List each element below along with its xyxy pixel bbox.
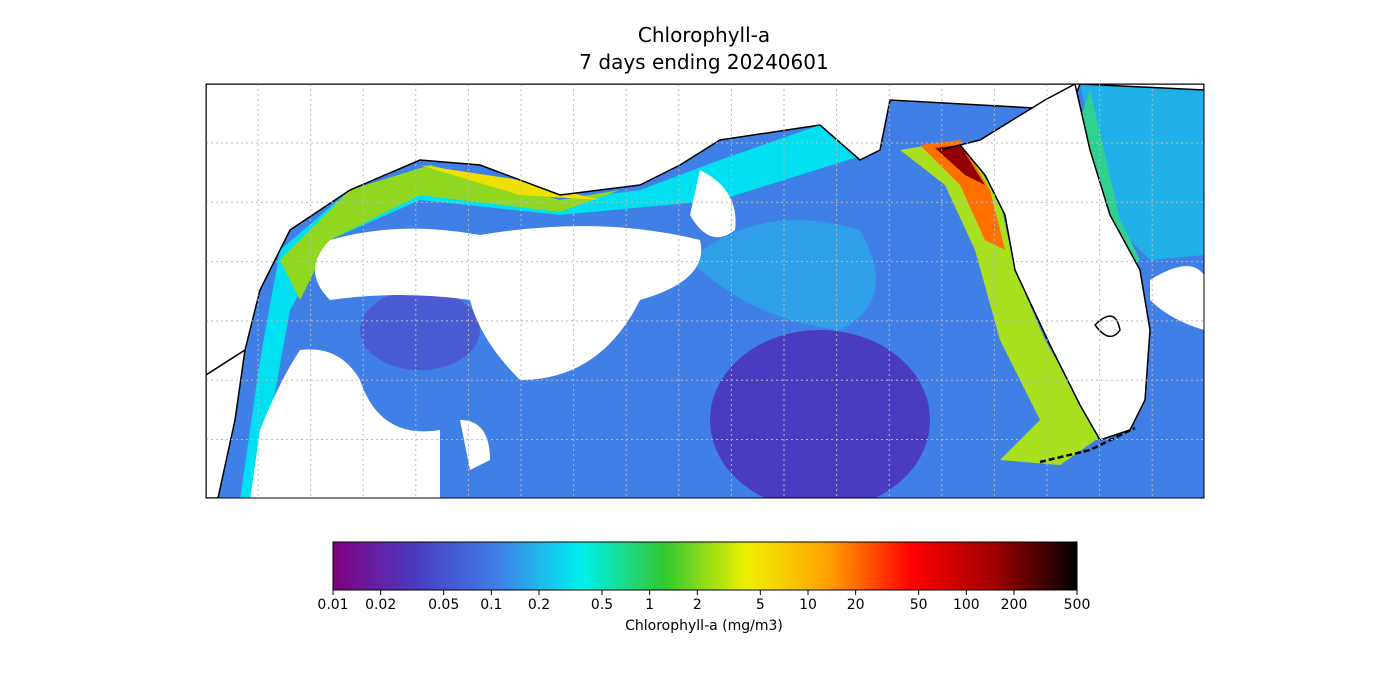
tick-label: 0.2 [528,597,550,613]
map-frame [205,83,1205,499]
tick-label: 100 [953,597,980,613]
low-chl-region [360,290,480,370]
tick-label: 0.1 [480,597,502,613]
nearshore-region [240,125,880,498]
map-grid [206,84,1204,498]
colorbar [332,541,1078,591]
lake [1094,315,1121,338]
mid-chl-region [690,220,876,330]
nearshore-region [900,140,1110,465]
tick-label: 2 [693,597,702,613]
tick-label: 0.02 [365,597,396,613]
tick-label: 50 [910,597,928,613]
map [206,84,1204,498]
subtitle: 7 days ending 20240601 [579,50,828,74]
tick-label: 200 [1001,597,1028,613]
nearshore-region [1080,90,1140,270]
low-chl-region [710,330,930,498]
tick-label: 1 [645,597,654,613]
title: Chlorophyll-a [638,23,770,47]
tick-label: 500 [1064,597,1091,613]
tick-label: 5 [756,597,765,613]
nearshore-region [920,140,1005,250]
florida [939,84,1151,441]
tick-label: 0.05 [428,597,459,613]
tick-label: 0.5 [591,597,613,613]
nearshore-region [280,165,620,300]
nearshore-region [935,145,985,185]
keys [1039,426,1136,464]
tick-label: 20 [847,597,865,613]
tick-label: 0.01 [317,597,348,613]
colorbar-ticks: 0.01 0.02 0.05 0.1 0.2 0.5 1 2 5 10 20 50 100 200 500 [317,590,1090,613]
tick-label: 10 [799,597,817,613]
land-mexico [206,348,246,498]
colorbar-label: Chlorophyll-a (mg/m3) [625,618,783,634]
cloud-gaps [250,170,1204,498]
